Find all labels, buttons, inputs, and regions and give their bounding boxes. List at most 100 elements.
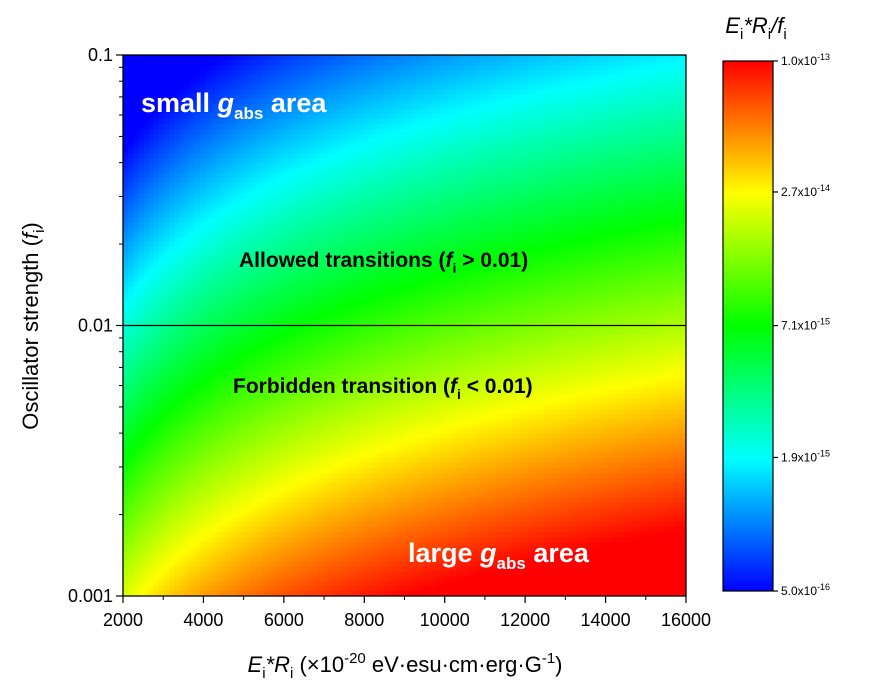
heatmap-cell (133, 158, 139, 164)
heatmap-cell (250, 128, 257, 135)
heatmap-cell (317, 182, 324, 189)
heatmap-cell (261, 202, 267, 209)
heatmap-cell (373, 212, 380, 218)
heatmap-cell (629, 182, 636, 189)
heatmap-cell (675, 55, 682, 61)
heatmap-cell (598, 246, 605, 253)
heatmap-cell (307, 123, 313, 130)
heatmap-cell (542, 104, 549, 110)
heatmap-cell (204, 133, 211, 140)
heatmap-cell (465, 133, 472, 140)
heatmap-cell (271, 74, 278, 81)
heatmap-cell (266, 158, 273, 164)
heatmap-cell (639, 197, 646, 204)
heatmap-cell (158, 64, 165, 71)
heatmap-cell (532, 187, 539, 194)
heatmap-cell (547, 177, 554, 184)
heatmap-cell (639, 187, 646, 194)
heatmap-cell (261, 109, 267, 115)
heatmap-cell (639, 133, 646, 140)
heatmap-cell (476, 266, 482, 272)
heatmap-cell (471, 227, 477, 233)
heatmap-cell (650, 143, 656, 150)
heatmap-cell (332, 114, 339, 120)
heatmap-cell (558, 163, 564, 169)
heatmap-cell (322, 202, 329, 209)
heatmap-cell (138, 104, 145, 110)
heatmap-cell (542, 123, 549, 130)
heatmap-cell (199, 222, 206, 228)
heatmap-cell (639, 64, 646, 71)
heatmap-cell (399, 187, 406, 194)
heatmap-cell (639, 74, 646, 81)
heatmap-cell (174, 128, 180, 135)
heatmap-cell (189, 182, 196, 189)
heatmap-cell (133, 89, 139, 95)
heatmap-cell (491, 84, 498, 91)
heatmap-cell (435, 153, 441, 159)
heatmap-cell (307, 109, 313, 115)
heatmap-cell (552, 143, 559, 150)
heatmap-cell (368, 69, 375, 76)
heatmap-cell (563, 55, 569, 61)
heatmap-cell (245, 241, 252, 248)
heatmap-cell (588, 187, 595, 194)
heatmap-cell (598, 236, 605, 243)
heatmap-cell (609, 202, 615, 209)
heatmap-cell (399, 123, 406, 130)
heatmap-cell (199, 69, 206, 76)
heatmap-cell (199, 55, 206, 61)
heatmap-cell (496, 168, 503, 174)
heatmap-cell (598, 69, 605, 76)
heatmap-cell (384, 182, 390, 189)
heatmap-cell (353, 241, 360, 248)
heatmap-cell (460, 59, 467, 66)
heatmap-cell (297, 236, 303, 243)
heatmap-cell (123, 118, 129, 125)
heatmap-cell (291, 266, 298, 272)
heatmap-cell (665, 123, 672, 130)
heatmap-cell (517, 236, 523, 243)
heatmap-cell (384, 84, 390, 91)
heatmap-cell (563, 153, 569, 159)
heatmap-cell (547, 143, 554, 150)
heatmap-cell (419, 79, 426, 86)
heatmap-cell (184, 153, 191, 159)
heatmap-cell (199, 118, 206, 125)
heatmap-cell (225, 118, 232, 125)
heatmap-cell (634, 271, 641, 277)
heatmap-cell (210, 133, 216, 140)
heatmap-cell (609, 207, 615, 213)
heatmap-cell (199, 261, 206, 268)
heatmap-cell (235, 202, 242, 209)
heatmap-cell (568, 143, 574, 150)
heatmap-cell (174, 236, 180, 243)
heatmap-cell (337, 94, 344, 100)
heatmap-cell (609, 246, 615, 253)
heatmap-cell (158, 173, 165, 179)
heatmap-cell (373, 118, 380, 125)
heatmap-cell (583, 69, 590, 76)
heatmap-cell (337, 148, 344, 154)
heatmap-cell (204, 227, 211, 233)
heatmap-cell (430, 99, 436, 105)
heatmap-cell (158, 59, 165, 66)
heatmap-cell (455, 64, 462, 71)
heatmap-cell (445, 123, 452, 130)
heatmap-cell (389, 187, 395, 194)
heatmap-cell (435, 232, 441, 238)
heatmap-cell (245, 99, 252, 105)
heatmap-cell (604, 118, 610, 125)
heatmap-cell (199, 202, 206, 209)
heatmap-cell (399, 227, 406, 233)
heatmap-cell (609, 128, 615, 135)
heatmap-cell (660, 79, 667, 86)
heatmap-cell (578, 236, 585, 243)
heatmap-cell (276, 133, 283, 140)
heatmap-cell (250, 158, 257, 164)
heatmap-cell (332, 168, 339, 174)
heatmap-cell (204, 197, 211, 204)
heatmap-cell (189, 64, 196, 71)
heatmap-cell (384, 99, 390, 105)
heatmap-cell (348, 192, 354, 199)
